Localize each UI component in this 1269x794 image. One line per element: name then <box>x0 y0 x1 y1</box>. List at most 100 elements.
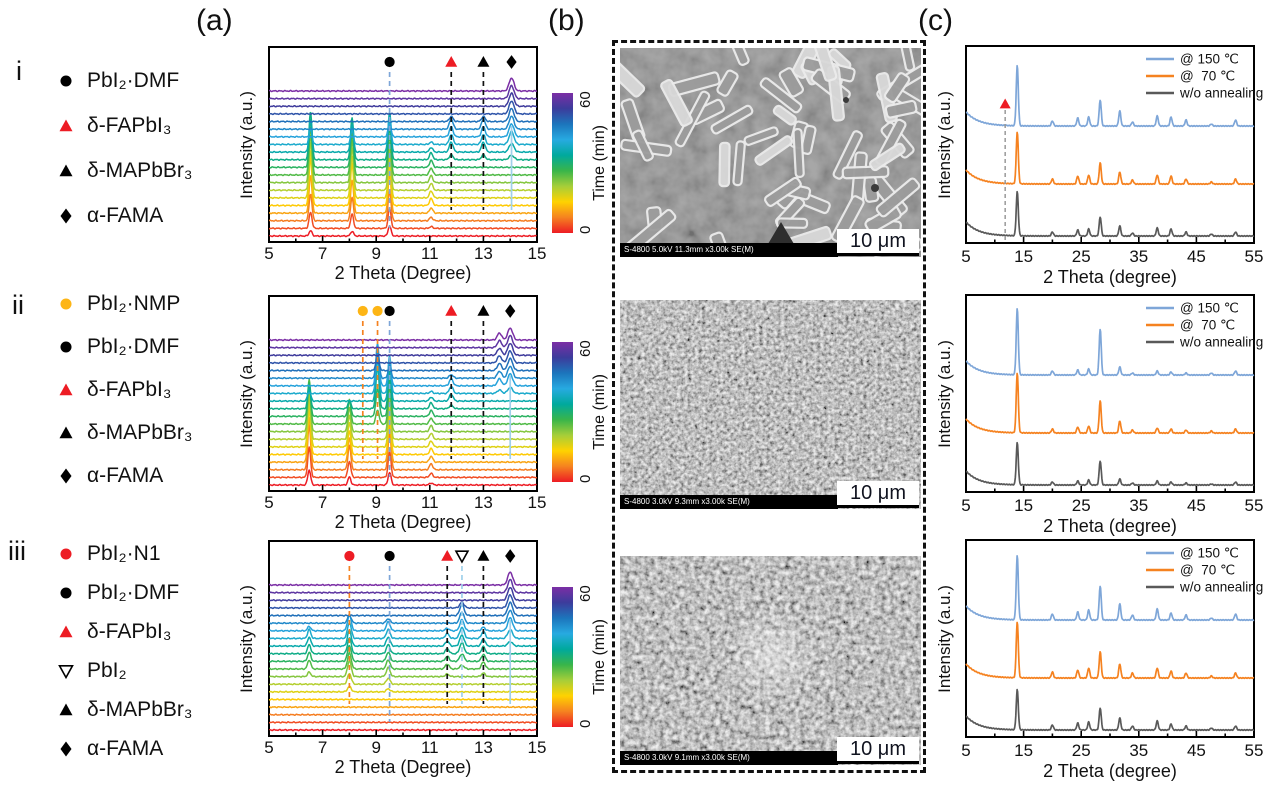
chart-legend: @ 150 ℃ @ 70 ℃ w/o annealing <box>1146 301 1263 350</box>
sem-caption: S-4800 5.0kV 11.3mm x3.00k SE(M) <box>620 243 838 257</box>
legend-label: δ-FAPbI₃ <box>87 619 172 643</box>
svg-text:w/o annealing: w/o annealing <box>1179 86 1263 101</box>
legend-label: δ-MAPbBr₃ <box>87 420 193 444</box>
xrd-waterfall-slot-ii: Intensity (a.u.) 5 7 9 11 13 15 2 Theta (Degree… <box>237 287 612 542</box>
svg-text:15: 15 <box>1014 496 1033 515</box>
svg-text:15: 15 <box>528 244 547 263</box>
svg-text:5: 5 <box>264 493 273 512</box>
diamond-legend-icon <box>60 741 72 756</box>
svg-text:55: 55 <box>1245 741 1264 760</box>
y-axis-label: Intensity (a.u.) <box>238 340 256 448</box>
sem-micrograph <box>620 48 921 257</box>
x-axis: 5 15 25 35 45 55 <box>961 731 1263 760</box>
svg-text:w/o annealing: w/o annealing <box>1179 580 1263 595</box>
legend-label: δ-MAPbBr₃ <box>87 697 193 721</box>
sem-dashed-frame <box>612 40 926 773</box>
svg-text:35: 35 <box>1129 741 1148 760</box>
xrd-curves <box>965 64 1255 238</box>
legend-label: PbI₂·DMF <box>87 68 180 92</box>
legend-item: PbI₂·DMF <box>56 58 192 103</box>
x-axis-label: 2 Theta (Degree) <box>335 757 472 777</box>
svg-text:5: 5 <box>961 741 970 760</box>
x-axis: 5 7 9 11 13 15 <box>264 730 546 757</box>
svg-text:60: 60 <box>577 340 594 357</box>
sem-image-middle: S-4800 3.0kV 9.3mm x3.00k SE(M) 10 μm <box>620 300 921 509</box>
svg-text:9: 9 <box>371 738 380 757</box>
svg-text:7: 7 <box>318 493 327 512</box>
legend-label: α-FAMA <box>87 736 164 760</box>
legend-item: δ-FAPbI₃ <box>56 612 192 651</box>
waterfall-curves <box>269 77 537 238</box>
sem-texture <box>620 300 921 509</box>
triangle-legend-icon <box>59 164 73 176</box>
legend-item: δ-MAPbBr₃ <box>56 690 192 729</box>
svg-text:@ 70 ℃: @ 70 ℃ <box>1180 563 1235 578</box>
legend-label: PbI₂·N1 <box>87 541 161 565</box>
circle-legend-icon <box>60 340 72 353</box>
x-axis-label: 2 Theta (degree) <box>1043 267 1177 287</box>
xrd-curves <box>965 554 1255 732</box>
phase-markers <box>344 549 516 722</box>
time-colorbar: 60 0 Time (min) <box>552 91 608 234</box>
sem-scale-box: 10 μm <box>837 737 919 764</box>
legend-item: PbI₂·DMF <box>56 325 192 368</box>
x-axis-label: 2 Theta (Degree) <box>335 263 472 283</box>
row-label-i: i <box>16 56 22 86</box>
svg-text:0: 0 <box>577 720 594 728</box>
svg-text:55: 55 <box>1245 247 1264 266</box>
svg-text:Time (min): Time (min) <box>591 374 608 450</box>
svg-text:25: 25 <box>1072 496 1091 515</box>
legend-label: α-FAMA <box>87 463 164 487</box>
triangle-legend-icon <box>59 119 73 131</box>
xrd-anneal-slot-iii: Intensity (a.u.) @ 150 ℃ @ 70 ℃ w/o anneali… <box>935 532 1269 787</box>
svg-text:7: 7 <box>318 738 327 757</box>
xrd-waterfall-slot-i: Intensity (a.u.) 5 7 9 11 13 15 2 Theta (Degree… <box>237 38 612 293</box>
svg-text:25: 25 <box>1072 741 1091 760</box>
xrd-curves <box>965 307 1255 487</box>
y-axis-label: Intensity (a.u.) <box>938 91 954 199</box>
triangle-legend-icon <box>59 426 73 438</box>
svg-text:@ 70 ℃: @ 70 ℃ <box>1180 69 1235 84</box>
legend-item: PbI₂·DMF <box>56 573 192 612</box>
svg-text:0: 0 <box>577 226 594 234</box>
legend-item: PbI₂·NMP <box>56 282 192 325</box>
legend-a-ii: PbI₂·NMP PbI₂·DMF δ-FAPbI₃ δ-MAPbBr₃ α-FAMA <box>56 282 192 497</box>
xrd-waterfall-chart-a-iii: Intensity (a.u.) 5 7 9 11 13 15 2 Theta (Degree… <box>237 540 608 777</box>
sem-micrograph <box>620 300 921 509</box>
svg-text:Time (min): Time (min) <box>591 125 608 201</box>
svg-text:15: 15 <box>1014 741 1033 760</box>
legend-item: δ-MAPbBr₃ <box>56 148 192 193</box>
x-axis: 5 15 25 35 45 55 <box>961 237 1263 266</box>
svg-text:25: 25 <box>1072 247 1091 266</box>
xrd-waterfall-chart-a-i: Intensity (a.u.) 5 7 9 11 13 15 2 Theta (Degree… <box>237 46 608 283</box>
sem-image-bottom: S-4800 3.0kV 9.1mm x3.00k SE(M) 10 μm <box>620 556 921 765</box>
svg-text:60: 60 <box>577 91 594 108</box>
waterfall-curves <box>269 327 537 487</box>
legend-item: PbI₂ <box>56 651 192 690</box>
xrd-anneal-chart-c-iii: Intensity (a.u.) @ 150 ℃ @ 70 ℃ w/o anneali… <box>935 539 1263 781</box>
sem-scale-label: 10 μm <box>850 482 906 504</box>
diamond-legend-icon <box>60 468 72 483</box>
phase-markers <box>357 304 516 477</box>
time-colorbar: 60 0 Time (min) <box>552 340 608 483</box>
svg-text:13: 13 <box>474 738 493 757</box>
x-axis-label: 2 Theta (Degree) <box>335 512 472 532</box>
xrd-anneal-slot-i: Intensity (a.u.) @ 150 ℃ @ 70 ℃ w/o anneali… <box>935 38 1269 293</box>
svg-text:55: 55 <box>1245 496 1264 515</box>
x-axis-label: 2 Theta (degree) <box>1043 761 1177 781</box>
triangle-legend-icon <box>59 703 73 715</box>
sem-image-top: S-4800 5.0kV 11.3mm x3.00k SE(M) 10 μm <box>620 48 921 257</box>
chart-legend: @ 150 ℃ @ 70 ℃ w/o annealing <box>1146 546 1263 595</box>
waterfall-curves <box>269 571 537 732</box>
circle-legend-icon <box>60 547 72 560</box>
sem-scale-label: 10 μm <box>850 738 906 760</box>
time-colorbar: 60 0 Time (min) <box>552 585 608 728</box>
y-axis-label: Intensity (a.u.) <box>238 585 256 693</box>
svg-text:35: 35 <box>1129 247 1148 266</box>
svg-text:w/o annealing: w/o annealing <box>1179 335 1263 350</box>
svg-text:Time (min): Time (min) <box>591 619 608 695</box>
y-axis-label: Intensity (a.u.) <box>238 91 256 199</box>
sem-scale-box: 10 μm <box>837 229 919 256</box>
svg-text:5: 5 <box>264 738 273 757</box>
sem-caption: S-4800 3.0kV 9.3mm x3.00k SE(M) <box>620 495 838 509</box>
